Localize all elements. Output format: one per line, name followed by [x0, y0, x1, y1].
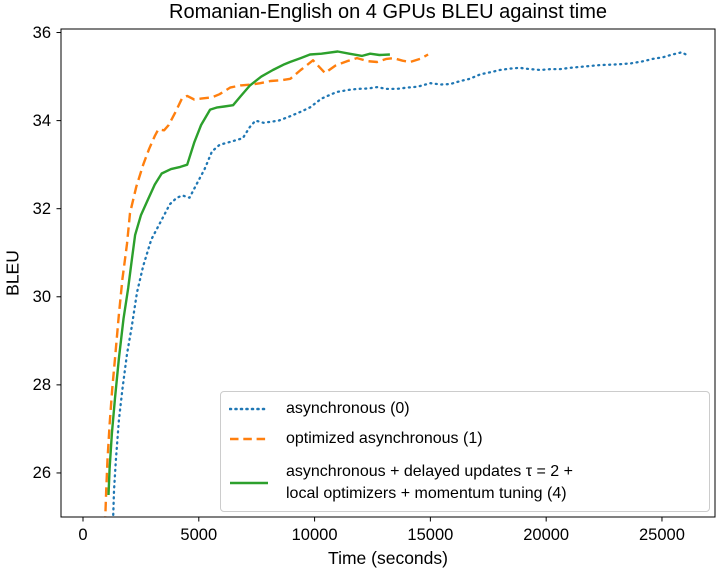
legend-item: asynchronous + delayed updates τ = 2 + l…	[229, 454, 703, 511]
y-tick-label: 28	[32, 375, 51, 394]
legend: asynchronous (0) optimized asynchronous (…	[220, 391, 710, 512]
legend-sample-line	[229, 407, 269, 411]
legend-sample-line	[230, 481, 268, 484]
legend-sample-line	[230, 437, 268, 441]
x-tick-label: 10000	[291, 526, 338, 544]
x-tick-label: 15000	[407, 526, 454, 544]
x-tick-label: 0	[78, 526, 88, 544]
x-tick-label: 5000	[180, 526, 218, 544]
series-line-0	[112, 51, 690, 517]
series-line-2	[107, 50, 390, 496]
axes-frame	[60, 28, 716, 518]
y-tick-label: 30	[32, 287, 51, 306]
legend-label: asynchronous + delayed updates τ = 2 + l…	[286, 462, 573, 502]
x-tick-label: 20000	[523, 526, 570, 544]
legend-label: optimized asynchronous (1)	[286, 430, 483, 447]
x-tick-label: 25000	[639, 526, 685, 544]
y-tick-label: 36	[32, 23, 51, 42]
y-tick-label: 34	[32, 111, 51, 130]
y-tick-label: 32	[32, 199, 51, 218]
x-axis-label: Time (seconds)	[328, 548, 448, 568]
chart-title: Romanian-English on 4 GPUs BLEU against …	[169, 1, 607, 23]
legend-label: asynchronous (0)	[286, 400, 410, 417]
legend-item: optimized asynchronous (1)	[229, 424, 703, 454]
legend-item: asynchronous (0)	[229, 394, 703, 424]
y-tick-label: 26	[32, 463, 51, 482]
